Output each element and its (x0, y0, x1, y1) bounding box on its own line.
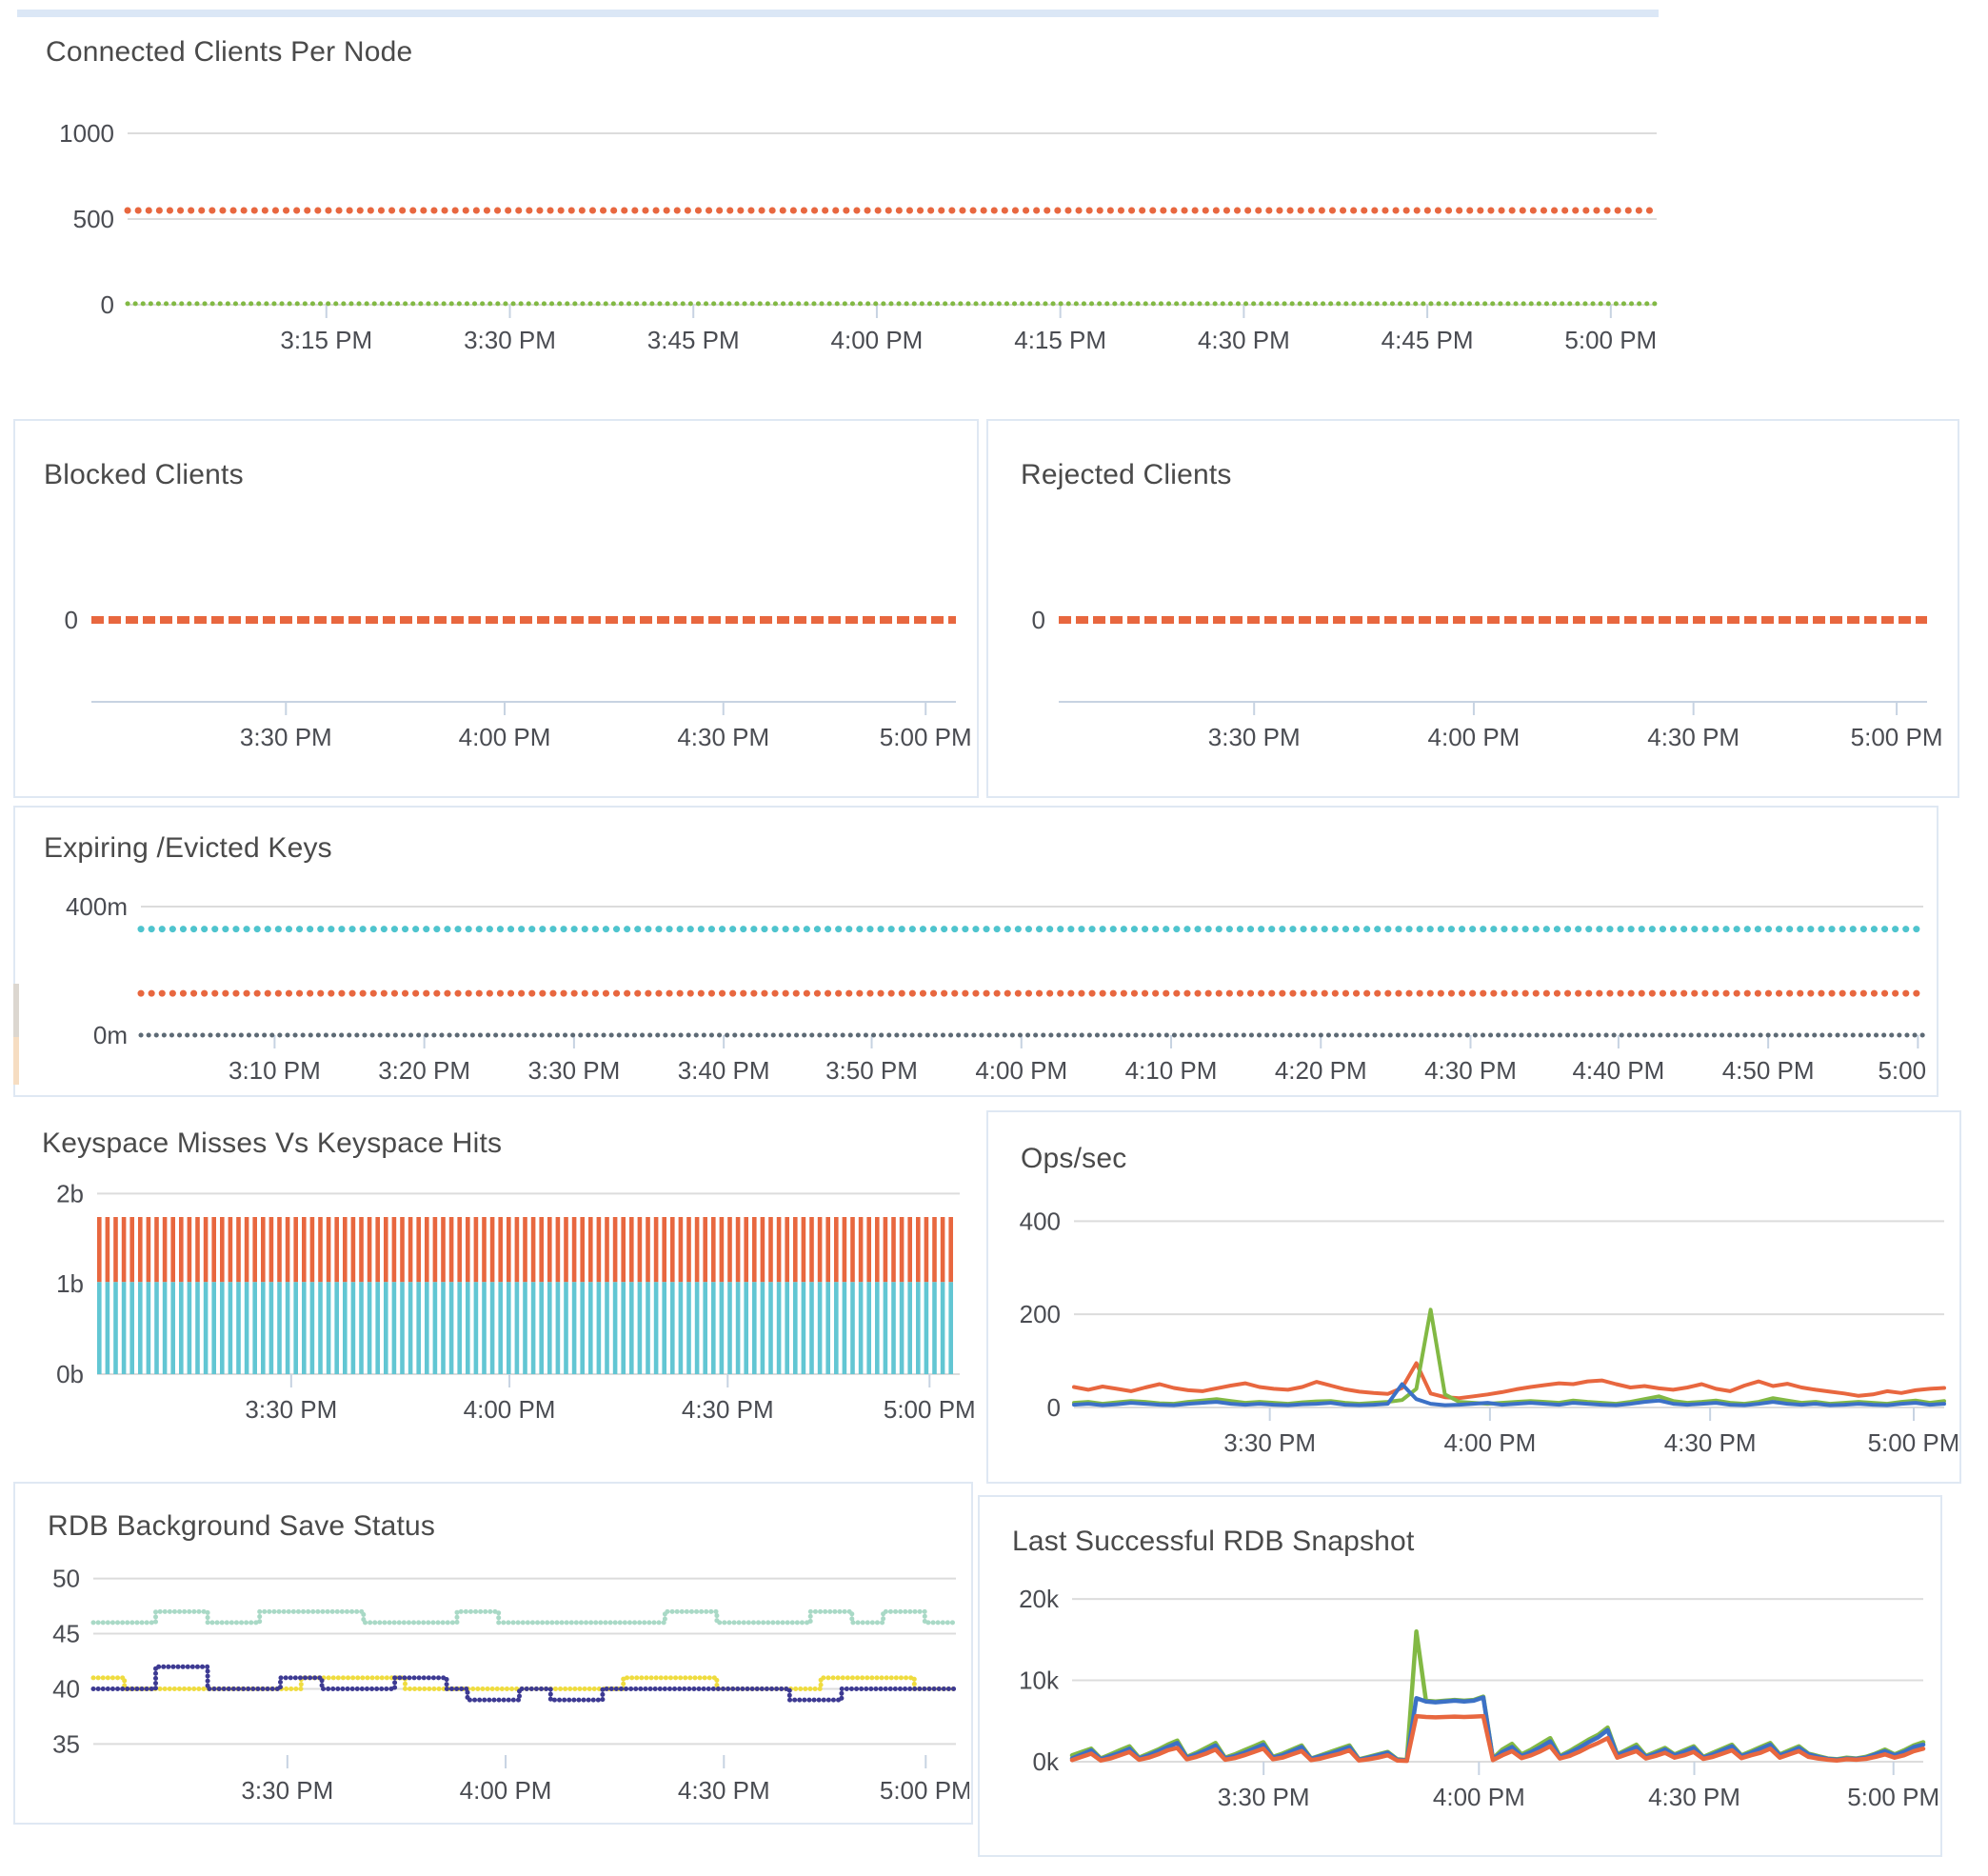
series-rdb-status-node-3 (90, 1664, 959, 1703)
svg-text:4:00 PM: 4:00 PM (459, 723, 551, 751)
svg-text:3:30 PM: 3:30 PM (464, 326, 556, 354)
series-snapshot-node-2 (1069, 1629, 1926, 1763)
chart-title-keyspace-misses-vs-hits: Keyspace Misses Vs Keyspace Hits (42, 1128, 503, 1159)
svg-text:0: 0 (101, 290, 114, 319)
chart-canvas-last-successful-rdb-snapshot[interactable]: 20k 10k 0k 3:30 PM 4:00 PM 4:30 PM 5:00 PM (982, 1556, 1938, 1857)
chart-title-rejected-clients: Rejected Clients (1021, 459, 1232, 490)
series-keyspace-hits (97, 1282, 953, 1374)
svg-text:4:30 PM: 4:30 PM (1198, 326, 1290, 354)
svg-text:4:50 PM: 4:50 PM (1722, 1056, 1815, 1085)
svg-text:50: 50 (52, 1565, 80, 1593)
left-accent-top (13, 984, 19, 1037)
svg-text:0k: 0k (1033, 1747, 1060, 1776)
svg-text:5:00 PM: 5:00 PM (1847, 1783, 1938, 1811)
series-rdb-status-node-1 (90, 1608, 959, 1626)
svg-text:20k: 20k (1019, 1585, 1060, 1613)
svg-text:4:00 PM: 4:00 PM (1433, 1783, 1525, 1811)
panel-rejected-clients: Rejected Clients 0 3:30 PM 4:00 PM 4:30 PM 5… (986, 419, 1959, 798)
svg-text:500: 500 (73, 205, 114, 233)
svg-text:4:00 PM: 4:00 PM (464, 1395, 556, 1424)
svg-text:40: 40 (52, 1674, 80, 1703)
svg-text:5:00 PM: 5:00 PM (1868, 1428, 1958, 1457)
svg-text:45: 45 (52, 1620, 80, 1648)
chart-canvas-rejected-clients[interactable]: 0 3:30 PM 4:00 PM 4:30 PM 5:00 PM (990, 478, 1956, 800)
svg-text:1000: 1000 (59, 119, 114, 148)
svg-text:3:30 PM: 3:30 PM (1208, 723, 1301, 751)
svg-text:0m: 0m (93, 1021, 128, 1049)
top-accent-strip (17, 10, 1659, 17)
svg-text:3:50 PM: 3:50 PM (825, 1056, 918, 1085)
chart-title-connected-clients: Connected Clients Per Node (46, 36, 413, 68)
svg-text:3:30 PM: 3:30 PM (245, 1395, 337, 1424)
svg-text:200: 200 (1020, 1300, 1061, 1328)
chart-title-blocked-clients: Blocked Clients (44, 459, 244, 490)
svg-text:10k: 10k (1019, 1666, 1060, 1695)
svg-text:5:00 …: 5:00 … (1878, 1056, 1935, 1085)
panel-rdb-background-save-status: RDB Background Save Status 50 45 40 35 3:30 … (13, 1482, 973, 1825)
svg-text:4:30 PM: 4:30 PM (682, 1395, 774, 1424)
svg-text:5:00 PM: 5:00 PM (884, 1395, 976, 1424)
chart-canvas-keyspace-misses-vs-hits[interactable]: 2b 1b 0b 3:30 PM 4:00 PM 4:30 PM 5:00 PM (15, 1164, 977, 1474)
panel-keyspace-misses-vs-hits: Keyspace Misses Vs Keyspace Hits 2b 1b 0b 3… (13, 1105, 979, 1476)
chart-title-rdb-background-save-status: RDB Background Save Status (48, 1510, 436, 1542)
svg-text:3:20 PM: 3:20 PM (378, 1056, 470, 1085)
svg-text:5:00 PM: 5:00 PM (880, 1776, 969, 1805)
svg-text:4:30 PM: 4:30 PM (1647, 723, 1740, 751)
series-snapshot-node-1 (1069, 1713, 1926, 1764)
series-ops-node-1 (1072, 1361, 1946, 1401)
svg-text:4:45 PM: 4:45 PM (1382, 326, 1474, 354)
svg-text:3:40 PM: 3:40 PM (678, 1056, 770, 1085)
svg-text:4:00 PM: 4:00 PM (831, 326, 924, 354)
svg-text:4:00 PM: 4:00 PM (975, 1056, 1067, 1085)
chart-canvas-expiring-evicted-keys[interactable]: 400m 0m 3:10 PM 3:20 PM 3:30 PM 3:40 PM 3:50 P… (17, 863, 1935, 1095)
chart-title-last-successful-rdb-snapshot: Last Successful RDB Snapshot (1012, 1526, 1415, 1557)
chart-title-expiring-evicted-keys: Expiring /Evicted Keys (44, 832, 332, 864)
svg-text:35: 35 (52, 1729, 80, 1758)
svg-text:3:30 PM: 3:30 PM (241, 1776, 333, 1805)
svg-text:0: 0 (65, 606, 78, 634)
series-keyspace-misses (97, 1217, 953, 1283)
chart-title-ops-per-sec: Ops/sec (1021, 1143, 1127, 1174)
svg-text:4:00 PM: 4:00 PM (1428, 723, 1521, 751)
svg-text:4:30 PM: 4:30 PM (678, 1776, 770, 1805)
svg-text:3:30 PM: 3:30 PM (1223, 1428, 1316, 1457)
svg-text:5:00 PM: 5:00 PM (1851, 723, 1943, 751)
panel-last-successful-rdb-snapshot: Last Successful RDB Snapshot 20k 10k 0k 3:3… (978, 1495, 1942, 1857)
svg-text:5:00 PM: 5:00 PM (880, 723, 972, 751)
series-ops-node-3 (1072, 1382, 1946, 1407)
svg-text:3:15 PM: 3:15 PM (280, 326, 372, 354)
svg-text:3:10 PM: 3:10 PM (229, 1056, 321, 1085)
panel-blocked-clients: Blocked Clients 0 3:30 PM 4:00 PM 4:30 PM 5:… (13, 419, 979, 798)
svg-text:4:30 PM: 4:30 PM (1648, 1783, 1740, 1811)
svg-text:3:30 PM: 3:30 PM (527, 1056, 620, 1085)
chart-canvas-rdb-background-save-status[interactable]: 50 45 40 35 3:30 PM 4:00 PM 4:30 PM 5:00 PM (17, 1541, 969, 1823)
svg-text:0: 0 (1047, 1393, 1061, 1422)
svg-text:4:00 PM: 4:00 PM (1443, 1428, 1536, 1457)
svg-text:4:10 PM: 4:10 PM (1125, 1056, 1218, 1085)
svg-text:4:30 PM: 4:30 PM (677, 723, 769, 751)
svg-text:1b: 1b (56, 1269, 84, 1298)
svg-text:2b: 2b (56, 1179, 84, 1207)
panel-expiring-evicted-keys: Expiring /Evicted Keys 400m 0m 3:10 PM 3:20… (13, 806, 1938, 1097)
svg-text:4:00 PM: 4:00 PM (460, 1776, 552, 1805)
svg-text:3:30 PM: 3:30 PM (240, 723, 332, 751)
svg-text:5:00 PM: 5:00 PM (1564, 326, 1657, 354)
left-accent-bottom (13, 1037, 19, 1085)
svg-text:4:30 PM: 4:30 PM (1664, 1428, 1757, 1457)
panel-ops-per-sec: Ops/sec 400 200 0 3:30 PM 4:00 PM 4:30 PM 5:00… (986, 1110, 1961, 1484)
svg-text:4:30 PM: 4:30 PM (1424, 1056, 1517, 1085)
chart-canvas-ops-per-sec[interactable]: 400 200 0 3:30 PM 4:00 PM 4:30 PM 5:00 PM (990, 1169, 1958, 1482)
svg-text:0b: 0b (56, 1360, 84, 1388)
svg-text:4:40 PM: 4:40 PM (1572, 1056, 1664, 1085)
svg-text:400: 400 (1020, 1207, 1061, 1235)
chart-canvas-blocked-clients[interactable]: 0 3:30 PM 4:00 PM 4:30 PM 5:00 PM (17, 478, 975, 800)
svg-text:400m: 400m (66, 892, 128, 921)
svg-text:0: 0 (1032, 606, 1045, 634)
svg-text:4:15 PM: 4:15 PM (1014, 326, 1106, 354)
svg-text:3:30 PM: 3:30 PM (1218, 1783, 1310, 1811)
svg-text:4:20 PM: 4:20 PM (1275, 1056, 1367, 1085)
svg-text:3:45 PM: 3:45 PM (647, 326, 740, 354)
chart-canvas-connected-clients[interactable]: 1000 500 0 3:15 PM 3:30 PM 3:45 PM 4:00 PM 4:15… (17, 93, 1659, 398)
panel-connected-clients: Connected Clients Per Node 1000 500 0 3:15 … (17, 17, 1659, 400)
